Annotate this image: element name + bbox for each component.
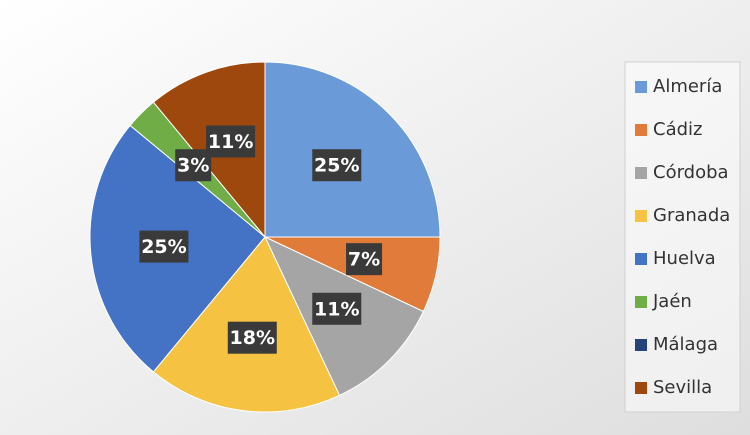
data-label: 25% (141, 236, 186, 258)
data-label: 11% (314, 298, 359, 320)
data-label: 11% (208, 131, 253, 153)
data-label-box (346, 243, 383, 276)
data-label: 7% (348, 249, 380, 271)
legend-box (624, 61, 741, 413)
legend-swatch (635, 339, 647, 351)
legend-label: Jaén (652, 291, 692, 312)
legend-label: Córdoba (653, 162, 729, 183)
legend-swatch (635, 210, 647, 222)
data-label-box (206, 125, 256, 158)
data-label-box (175, 149, 212, 182)
legend-label: Málaga (653, 334, 718, 355)
legend-swatch (635, 382, 647, 394)
data-label-box (312, 149, 362, 182)
legend-swatch (635, 81, 647, 93)
data-label-box (312, 292, 362, 325)
legend-label: Almería (653, 76, 722, 97)
data-label: 18% (230, 327, 275, 349)
legend-swatch (635, 167, 647, 179)
legend-swatch (635, 253, 647, 265)
data-label-box (139, 230, 189, 263)
legend-label: Huelva (653, 248, 716, 269)
legend-label: Granada (653, 205, 730, 226)
legend-label: Cádiz (653, 119, 702, 140)
legend-label: Sevilla (653, 377, 712, 398)
legend-swatch (635, 296, 647, 308)
data-label: 3% (177, 155, 209, 177)
data-label: 25% (314, 155, 359, 177)
data-label-box (227, 321, 277, 354)
legend-swatch (635, 124, 647, 136)
